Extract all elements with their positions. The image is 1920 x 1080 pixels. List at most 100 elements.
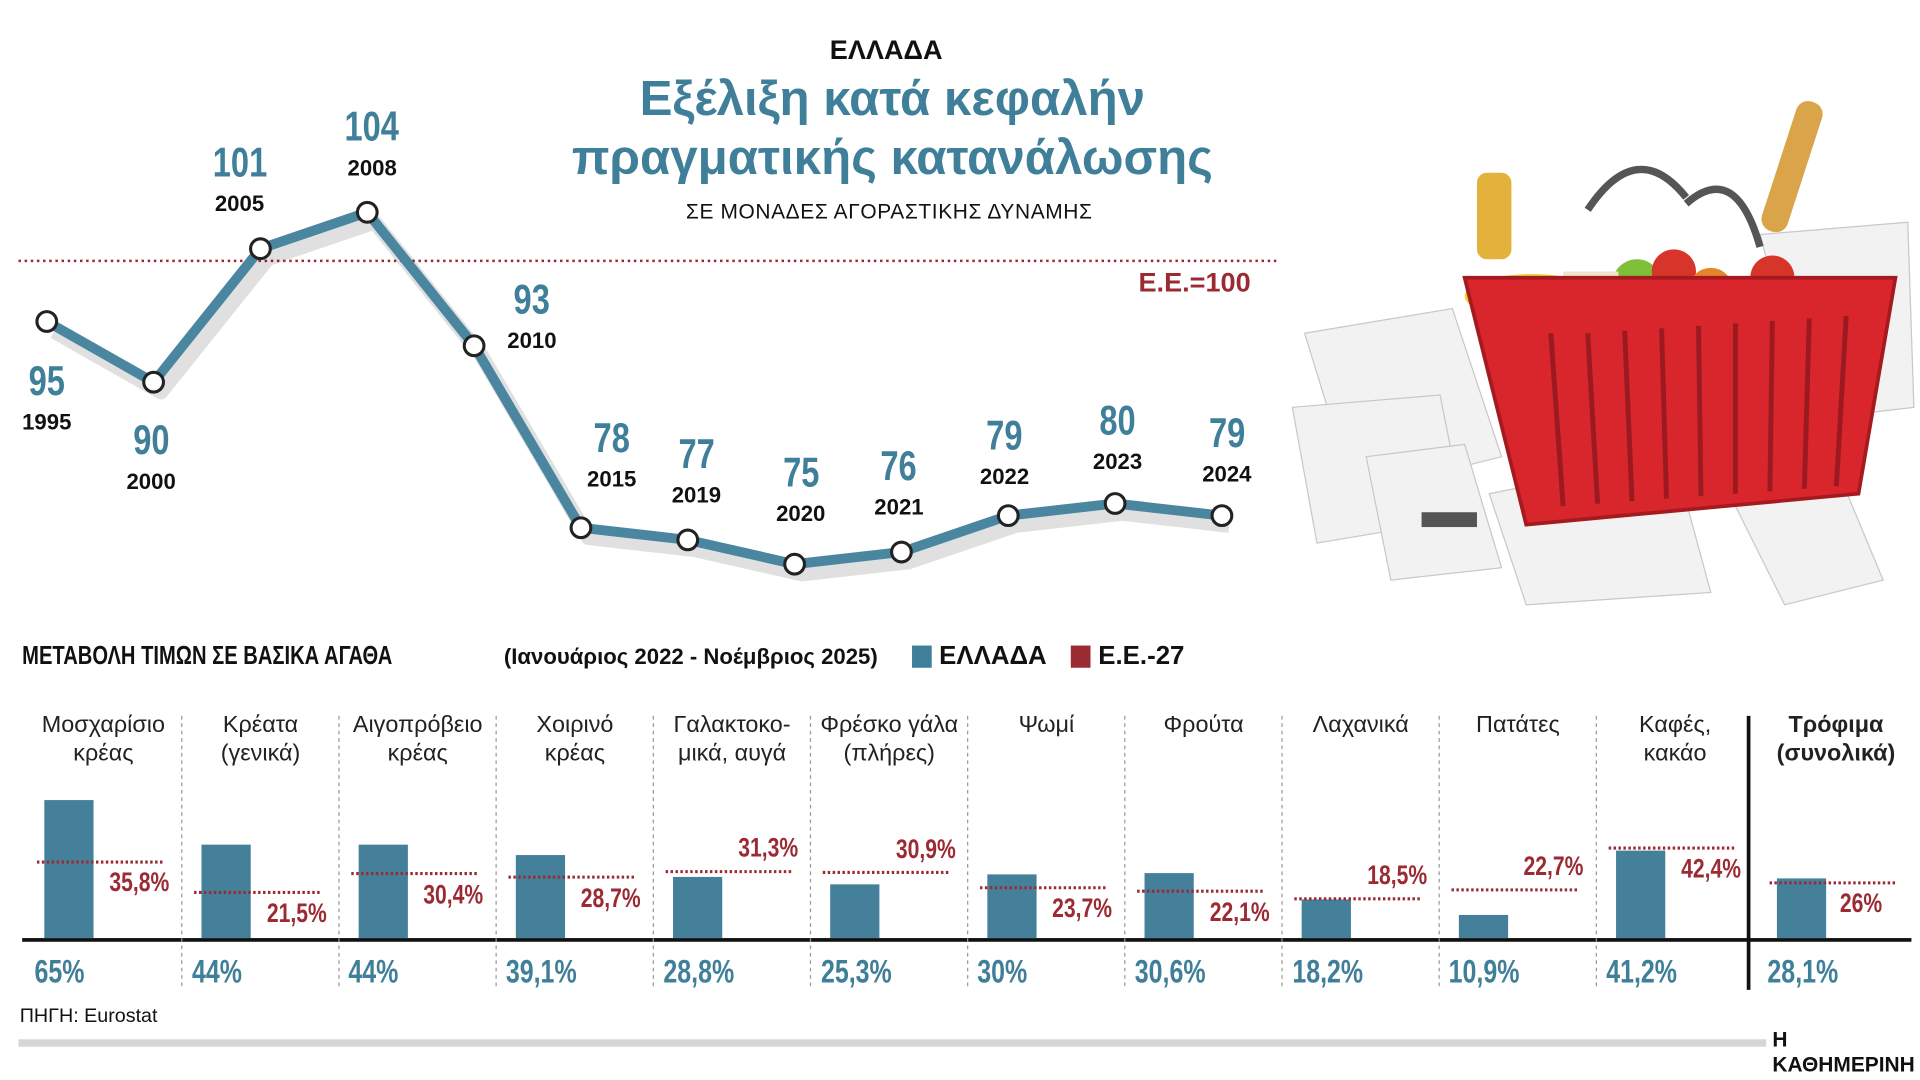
category-label: Λαχανικά — [1282, 711, 1440, 739]
category-label-line: Τρόφιμα — [1788, 712, 1884, 739]
data-point — [890, 540, 913, 564]
legend-swatch-greece — [912, 645, 932, 668]
category-label-line: (γενικά) — [220, 740, 301, 767]
category-label-line: Καφές, — [1639, 712, 1712, 739]
eu-value-label: 35,8% — [109, 866, 170, 898]
year-label: 2019 — [671, 483, 722, 508]
greece-value-label: 28,8% — [663, 952, 734, 990]
series-line — [44, 207, 1223, 570]
subtitle: ΣΕ ΜΟΝΑΔΕΣ ΑΓΟΡΑΣΤΙΚΗΣ ΔΥΝΑΜΗΣ — [685, 199, 1093, 224]
year-label: 2023 — [1092, 449, 1143, 474]
eu-value-label: 30,4% — [423, 878, 484, 910]
data-point — [249, 237, 272, 261]
eu-value-label: 26% — [1839, 887, 1882, 919]
bar-chart-title: ΜΕΤΑΒΟΛΗ ΤΙΜΩΝ ΣΕ ΒΑΣΙΚΑ ΑΓΑΘΑ — [22, 641, 393, 671]
country-label: ΕΛΛΑΔΑ — [829, 34, 943, 66]
bar-greece — [1144, 873, 1194, 939]
bar-chart-period: (Ιανουάριος 2022 - Νοέμβριος 2025) — [503, 644, 878, 669]
bar-chart-heading: ΜΕΤΑΒΟΛΗ ΤΙΜΩΝ ΣΕ ΒΑΣΙΚΑ ΑΓΑΘΑ (Ιανουάρι… — [22, 642, 1184, 672]
bar-greece — [1458, 914, 1509, 939]
title-line-1: Εξέλιξη κατά κεφαλήν — [639, 71, 1146, 126]
data-point — [676, 528, 700, 552]
category-label-line: κρέας — [387, 740, 448, 767]
bar-greece — [515, 855, 566, 939]
category-label: Χοιρινό κρέας — [496, 711, 654, 768]
publisher-logo: Η ΚΑΘΗΜΕΡΙΝΗ — [1772, 1028, 1915, 1077]
baseline — [22, 938, 1912, 942]
year-label: 2005 — [214, 191, 265, 217]
greece-value-label: 41,2% — [1606, 952, 1677, 990]
value-label: 77 — [678, 431, 715, 479]
category-label: Φρέσκο γάλα (πλήρες) — [810, 711, 968, 768]
value-label: 79 — [1208, 409, 1246, 457]
data-point — [462, 334, 486, 358]
eu-value-label: 31,3% — [738, 832, 798, 863]
line-shadow — [50, 214, 1231, 582]
data-point — [996, 504, 1020, 528]
greece-value-label: 44% — [348, 952, 399, 990]
category-label-line: κρέας — [73, 740, 134, 767]
year-label: 2022 — [979, 463, 1030, 489]
legend-label-greece: ΕΛΛΑΔΑ — [939, 641, 1047, 671]
eu-reference-label: Ε.Ε.=100 — [1138, 266, 1251, 298]
eu-value-label: 18,5% — [1366, 859, 1427, 891]
greece-value-label: 10,9% — [1449, 952, 1520, 990]
category-label: Γαλακτοκο-μικά, αυγά — [653, 711, 811, 768]
greece-value-label: 18,2% — [1291, 952, 1363, 990]
line-chart — [18, 200, 1281, 582]
category-label-line: μικά, αυγά — [678, 740, 787, 767]
year-label: 2021 — [874, 495, 924, 520]
legend-swatch-eu — [1071, 645, 1091, 668]
eu-value-label: 42,4% — [1681, 852, 1742, 884]
greece-value-label: 44% — [191, 952, 242, 990]
data-point — [783, 552, 806, 576]
category-label-line: (πλήρες) — [843, 740, 935, 767]
year-label: 2000 — [126, 468, 176, 494]
value-label: 101 — [212, 140, 267, 187]
footer-rule — [18, 1039, 1767, 1047]
category-label-line: Αιγοπρόβειο — [352, 712, 483, 739]
category-label-line: Κρέατα — [222, 712, 299, 739]
title-line-2: πραγματικής κατανάλωσης — [571, 130, 1213, 186]
bar-greece — [1616, 850, 1666, 939]
bar-greece — [358, 844, 408, 939]
value-label: 104 — [344, 103, 400, 151]
year-label: 2008 — [347, 155, 397, 181]
category-label-line: Χοιρινό — [536, 712, 614, 739]
eu-value-label: 23,7% — [1052, 892, 1113, 924]
category-label-line: Φρέσκο γάλα — [820, 712, 959, 739]
data-point — [1103, 492, 1127, 515]
bar-greece — [1301, 899, 1351, 939]
category-label: Μοσχαρίσιο κρέας — [25, 711, 183, 768]
category-label-line: κακάο — [1643, 740, 1707, 767]
greece-value-label: 30,6% — [1134, 952, 1206, 990]
category-label-line: κρέας — [544, 740, 605, 767]
bar-greece — [673, 876, 723, 939]
year-label: 2024 — [1202, 461, 1252, 487]
eu-value-label: 22,1% — [1209, 896, 1270, 927]
value-label: 78 — [593, 414, 630, 462]
source-note: ΠΗΓΗ: Eurostat — [19, 1005, 158, 1027]
year-label: 2015 — [587, 466, 637, 491]
bar-greece — [830, 884, 880, 939]
greece-value-label: 25,3% — [820, 952, 892, 990]
category-label-line: Ψωμί — [1018, 712, 1075, 739]
data-point — [35, 310, 59, 333]
category-label: Ψωμί — [968, 711, 1126, 739]
value-label: 93 — [513, 276, 551, 324]
data-point — [1210, 504, 1234, 528]
bar-greece — [44, 800, 94, 939]
eu-value-label: 30,9% — [895, 832, 956, 864]
legend-label-eu: Ε.Ε.-27 — [1098, 641, 1185, 671]
greece-value-label: 39,1% — [505, 952, 577, 990]
category-label: Τρόφιμα (συνολικά) — [1757, 711, 1915, 768]
year-label: 2020 — [776, 501, 826, 526]
category-label-line: Λαχανικά — [1312, 712, 1409, 739]
value-label: 75 — [782, 449, 819, 497]
year-label: 2010 — [507, 328, 557, 354]
category-label-line: Φρούτα — [1163, 712, 1244, 739]
greece-value-label: 30% — [977, 952, 1028, 990]
category-label: Πατάτες — [1439, 711, 1597, 739]
eu-value-label: 28,7% — [580, 882, 641, 913]
data-point — [142, 370, 165, 394]
